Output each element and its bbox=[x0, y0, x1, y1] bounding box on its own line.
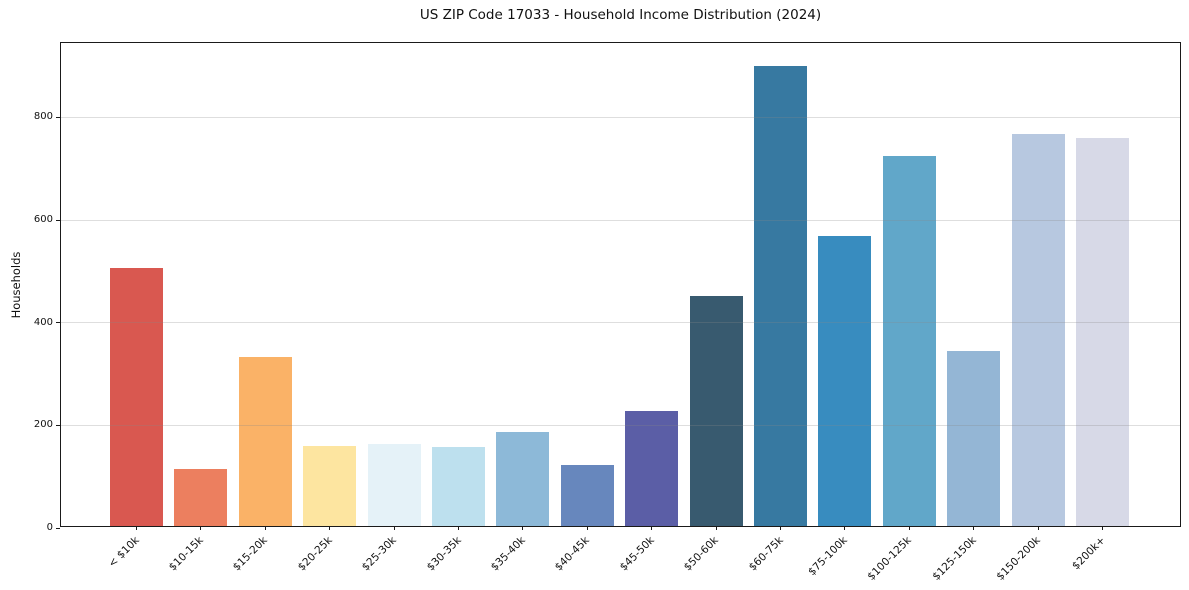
x-tick-mark bbox=[715, 526, 717, 530]
gridline bbox=[61, 219, 1180, 221]
x-tick-mark bbox=[136, 526, 137, 530]
y-tick-label: 800 bbox=[33, 111, 53, 123]
y-tick-label: 400 bbox=[33, 316, 53, 328]
x-tick-mark bbox=[1102, 526, 1103, 530]
bar bbox=[754, 65, 807, 526]
x-tick-mark bbox=[393, 526, 395, 530]
x-tick-label: < $10k bbox=[105, 534, 142, 570]
y-tick-label: 0 bbox=[46, 522, 53, 533]
x-tick-mark bbox=[586, 526, 588, 530]
bar bbox=[1076, 138, 1129, 526]
bar bbox=[432, 446, 485, 526]
x-tick-mark bbox=[329, 526, 331, 530]
y-axis-label: Households bbox=[9, 251, 23, 319]
y-tick-label: 200 bbox=[33, 419, 53, 431]
plot-area: 0 200 400 600 800 < $10k $10-15k $15-20k $20-25… bbox=[34, 42, 1181, 583]
y-tick-mark bbox=[56, 219, 60, 221]
x-tick-mark bbox=[1037, 526, 1039, 530]
bar bbox=[882, 156, 936, 526]
x-tick-mark bbox=[264, 526, 266, 530]
x-tick-mark bbox=[200, 526, 202, 530]
gridline bbox=[61, 322, 1180, 324]
gridline bbox=[61, 116, 1180, 118]
y-tick-mark bbox=[56, 116, 60, 118]
bar bbox=[818, 235, 872, 526]
bar bbox=[560, 464, 614, 526]
bar bbox=[496, 431, 550, 526]
y-tick-mark bbox=[56, 424, 60, 426]
bar bbox=[110, 267, 163, 526]
bar bbox=[174, 468, 228, 526]
bar bbox=[689, 296, 743, 526]
bar bbox=[367, 444, 421, 526]
bar bbox=[947, 351, 1001, 526]
bar bbox=[238, 356, 292, 526]
x-tick-mark bbox=[651, 526, 653, 530]
y-tick-mark bbox=[56, 527, 60, 529]
gridline bbox=[61, 424, 1180, 426]
x-tick-mark bbox=[908, 526, 910, 530]
x-tick-mark bbox=[973, 526, 975, 530]
chart-title: US ZIP Code 17033 - Household Income Dis… bbox=[419, 7, 822, 23]
x-tick-mark bbox=[522, 526, 524, 530]
x-tick-mark bbox=[844, 526, 846, 530]
bar bbox=[625, 411, 679, 526]
x-tick-mark bbox=[458, 526, 459, 530]
bar bbox=[1011, 134, 1065, 526]
y-tick-label: 600 bbox=[33, 214, 53, 226]
x-tick-mark bbox=[780, 526, 781, 530]
y-tick-mark bbox=[56, 322, 60, 324]
bar bbox=[303, 445, 357, 526]
